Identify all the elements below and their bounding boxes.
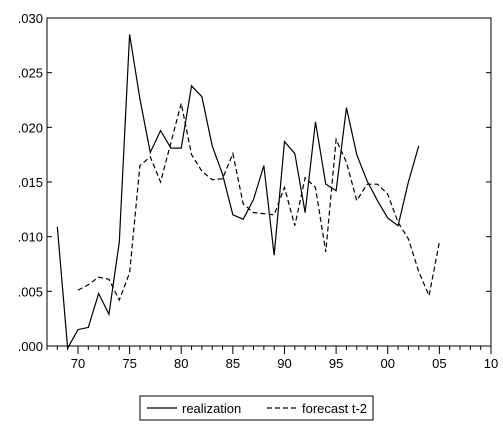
x-tick-label: 00 [381, 356, 395, 371]
y-tick-label: .000 [18, 339, 43, 354]
y-tick-label: .030 [18, 11, 43, 26]
y-tick-label: .010 [18, 230, 43, 245]
x-tick-label: 75 [122, 356, 136, 371]
y-tick-label: .025 [18, 66, 43, 81]
legend: realization forecast t-2 [139, 395, 374, 421]
legend-box [139, 395, 374, 421]
legend-label: forecast t-2 [302, 401, 367, 416]
x-tick-label: 95 [329, 356, 343, 371]
x-tick-label: 90 [277, 356, 291, 371]
y-tick-label: .015 [18, 175, 43, 190]
y-tick-label: .005 [18, 284, 43, 299]
y-axis: .000 .005 .010 .015 .020 .025 .030 [18, 11, 491, 354]
x-axis: 70 75 80 85 90 95 00 05 10 [46, 346, 498, 371]
x-tick-label: 10 [484, 356, 498, 371]
series-line-realization [56, 34, 420, 351]
x-tick-label: 85 [226, 356, 240, 371]
series-line-forecast-t-2 [77, 103, 440, 302]
legend-label: realization [182, 401, 241, 416]
x-tick-label: 70 [71, 356, 85, 371]
plot-series-group [56, 34, 440, 351]
x-tick-label: 80 [174, 356, 188, 371]
x-tick-label: 05 [432, 356, 446, 371]
y-tick-label: .020 [18, 120, 43, 135]
